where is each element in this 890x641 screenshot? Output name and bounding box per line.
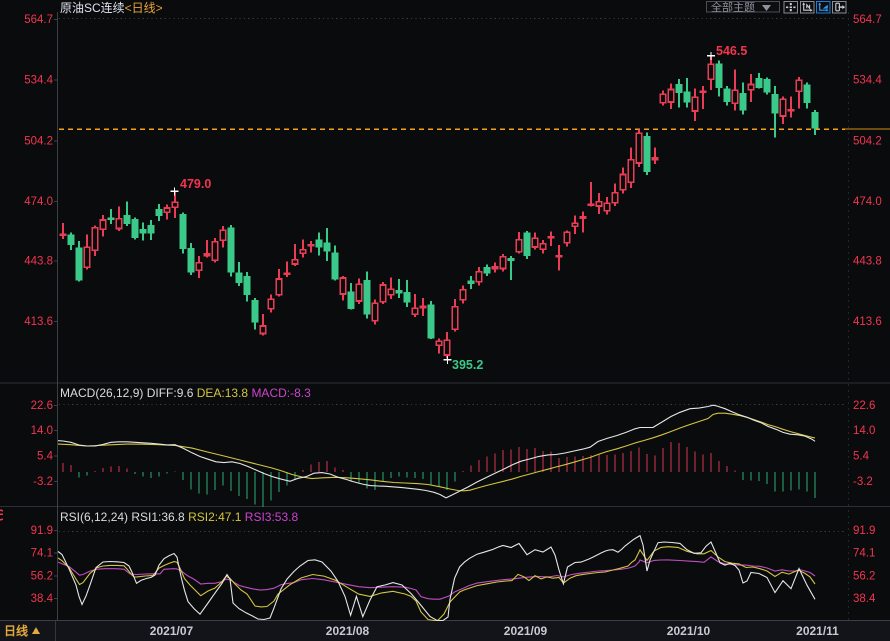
svg-text:2021/08: 2021/08 xyxy=(326,624,370,638)
svg-text:546.5: 546.5 xyxy=(716,44,747,58)
svg-text:RSI(6,12,24) RSI1:36.8 RSI2:47: RSI(6,12,24) RSI1:36.8 RSI2:47.1 RSI3:53… xyxy=(60,510,298,524)
svg-text:2021/09: 2021/09 xyxy=(504,624,548,638)
svg-text:74.1: 74.1 xyxy=(853,548,875,560)
svg-text:474.0: 474.0 xyxy=(853,196,882,208)
svg-text:91.9: 91.9 xyxy=(31,525,53,537)
svg-text:413.6: 413.6 xyxy=(24,316,53,328)
svg-text:479.0: 479.0 xyxy=(180,177,211,191)
svg-text:-3.2: -3.2 xyxy=(33,476,53,488)
svg-text:2021/11: 2021/11 xyxy=(796,624,839,638)
svg-text:564.7: 564.7 xyxy=(24,14,53,26)
svg-text:22.6: 22.6 xyxy=(853,400,875,412)
svg-text:91.9: 91.9 xyxy=(853,525,875,537)
svg-text:2021/07: 2021/07 xyxy=(150,624,194,638)
svg-text:5.4: 5.4 xyxy=(37,451,54,463)
svg-text:395.2: 395.2 xyxy=(452,358,483,372)
svg-text:474.0: 474.0 xyxy=(24,196,53,208)
svg-text:504.2: 504.2 xyxy=(853,136,882,148)
svg-text:原油SC连续<日线>: 原油SC连续<日线> xyxy=(60,0,163,15)
svg-text:38.4: 38.4 xyxy=(31,593,54,605)
svg-text:38.4: 38.4 xyxy=(853,593,876,605)
svg-text:564.7: 564.7 xyxy=(853,14,882,26)
svg-text:443.8: 443.8 xyxy=(853,255,882,267)
svg-text:56.2: 56.2 xyxy=(853,571,875,583)
svg-text:14.0: 14.0 xyxy=(31,425,53,437)
svg-text:443.8: 443.8 xyxy=(24,255,53,267)
svg-text:413.6: 413.6 xyxy=(853,316,882,328)
svg-text:5.4: 5.4 xyxy=(853,451,870,463)
svg-text:22.6: 22.6 xyxy=(31,400,53,412)
svg-text:56.2: 56.2 xyxy=(31,571,53,583)
svg-text:日线: 日线 xyxy=(4,623,28,638)
svg-text:534.4: 534.4 xyxy=(24,74,53,86)
svg-text:MACD(26,12,9) DIFF:9.6 DEA:13.: MACD(26,12,9) DIFF:9.6 DEA:13.8 MACD:-8.… xyxy=(60,386,311,400)
svg-text:504.2: 504.2 xyxy=(24,136,53,148)
svg-text:2021/10: 2021/10 xyxy=(667,624,711,638)
svg-text:14.0: 14.0 xyxy=(853,425,875,437)
svg-text:-3.2: -3.2 xyxy=(853,476,873,488)
svg-text:534.4: 534.4 xyxy=(853,74,882,86)
svg-text:全部主题: 全部主题 xyxy=(711,0,755,14)
svg-text:74.1: 74.1 xyxy=(31,548,53,560)
